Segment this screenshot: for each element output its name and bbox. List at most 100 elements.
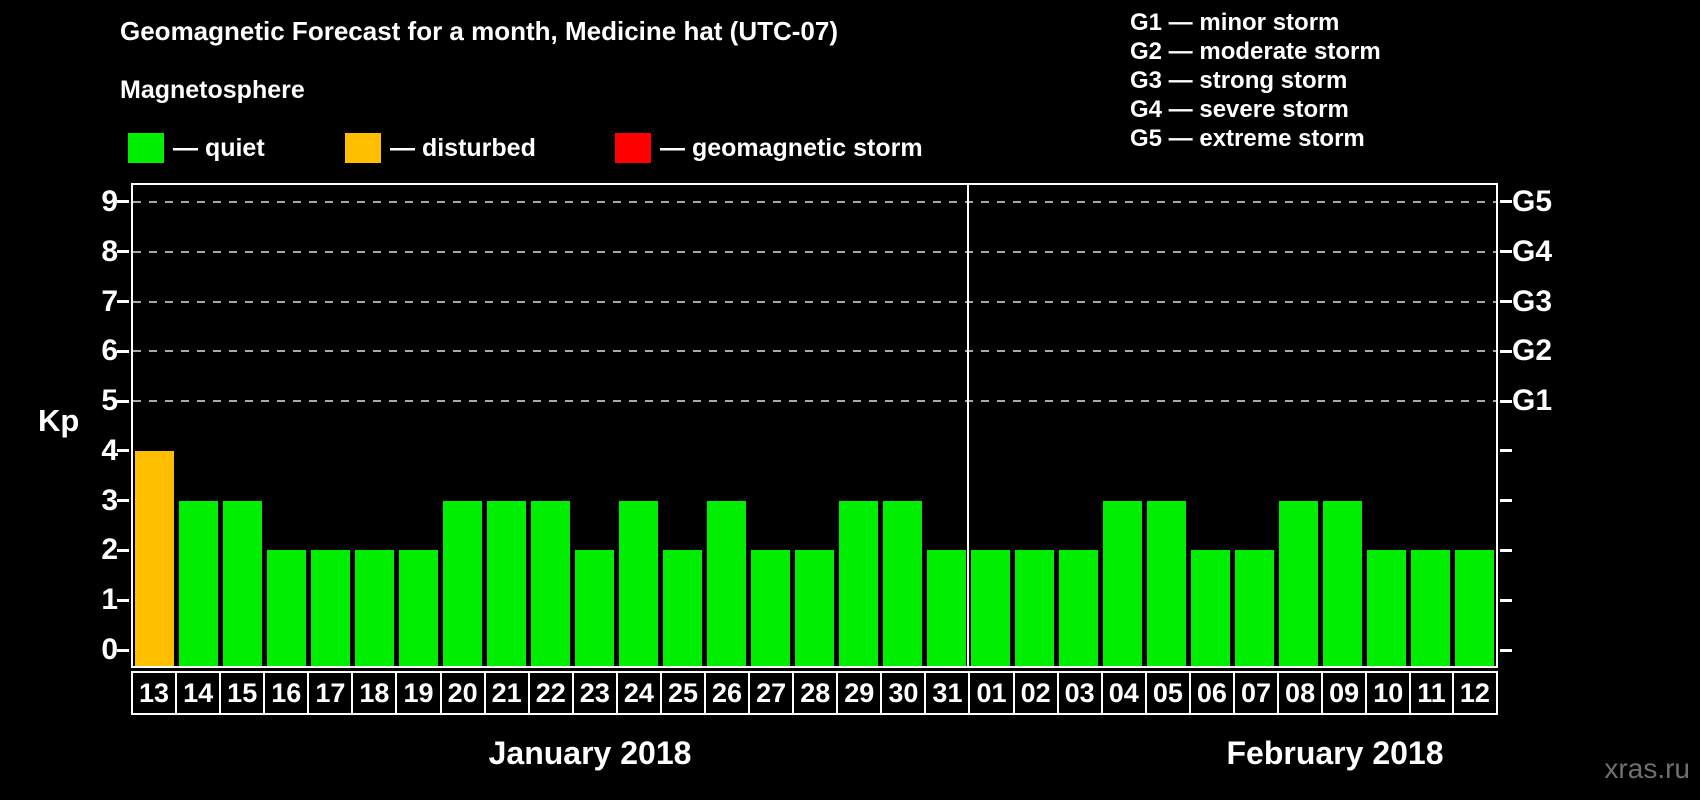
day-cell-29-january: 29 xyxy=(836,671,883,715)
kp-bar-day-01-february xyxy=(970,550,1010,666)
left-tick-kp-1 xyxy=(117,598,129,602)
day-cell-27-january: 27 xyxy=(748,671,795,715)
month-separator-line xyxy=(967,185,970,666)
day-cell-21-january: 21 xyxy=(483,671,530,715)
y-axis-label-4: 4 xyxy=(101,433,118,467)
day-cell-06-february: 06 xyxy=(1188,671,1235,715)
day-cell-05-february: 05 xyxy=(1144,671,1191,715)
day-cell-20-january: 20 xyxy=(439,671,486,715)
day-cell-13-january: 13 xyxy=(131,671,178,715)
gridline-kp-8 xyxy=(133,250,1496,253)
legend-item-disturbed: — disturbed xyxy=(345,133,536,163)
right-tick-kp-6 xyxy=(1500,349,1512,353)
y-axis-label-9: 9 xyxy=(101,184,118,218)
day-cell-30-january: 30 xyxy=(880,671,927,715)
kp-bar-day-09-february xyxy=(1322,500,1362,666)
legend-item-storm: — geomagnetic storm xyxy=(615,133,923,163)
right-tick-kp-3 xyxy=(1500,499,1512,503)
kp-bar-day-07-february xyxy=(1234,550,1274,666)
kp-bar-day-08-february xyxy=(1278,500,1318,666)
y-axis-label-3: 3 xyxy=(101,483,118,517)
kp-bar-day-14-january xyxy=(179,500,219,666)
kp-bar-day-15-january xyxy=(223,500,263,666)
right-tick-kp-9 xyxy=(1500,200,1512,204)
legend-label-storm: — geomagnetic storm xyxy=(660,134,923,162)
kp-bar-day-28-january xyxy=(795,550,834,666)
day-cell-09-february: 09 xyxy=(1321,671,1368,715)
day-cell-18-january: 18 xyxy=(351,671,398,715)
left-tick-kp-6 xyxy=(117,349,129,353)
kp-bar-day-13-january xyxy=(135,450,175,666)
day-cell-22-january: 22 xyxy=(527,671,574,715)
magnetosphere-label: Magnetosphere xyxy=(120,76,305,104)
kp-bar-day-16-january xyxy=(267,550,307,666)
g-legend-line-5: G5 — extreme storm xyxy=(1130,125,1365,152)
day-cell-08-february: 08 xyxy=(1277,671,1324,715)
day-cell-24-january: 24 xyxy=(615,671,662,715)
chart-title: Geomagnetic Forecast for a month, Medici… xyxy=(120,16,838,46)
day-cell-01-february: 01 xyxy=(968,671,1015,715)
kp-bar-day-18-january xyxy=(355,550,395,666)
kp-bar-day-22-january xyxy=(531,500,571,666)
xras-watermark: xras.ru xyxy=(1604,753,1690,784)
left-tick-kp-7 xyxy=(117,300,129,304)
left-tick-kp-9 xyxy=(117,200,129,204)
kp-bar-day-26-january xyxy=(707,500,747,666)
day-cell-04-february: 04 xyxy=(1100,671,1147,715)
g-scale-label-g2: G2 xyxy=(1512,334,1553,368)
g-scale-legend: G1 — minor storm G2 — moderate storm G3 — … xyxy=(1130,8,1381,153)
kp-bar-day-02-february xyxy=(1014,550,1054,666)
storm-color-swatch xyxy=(615,133,651,163)
y-axis-label-5: 5 xyxy=(101,384,118,418)
kp-bar-day-27-january xyxy=(751,550,791,666)
y-axis-title: Kp xyxy=(38,403,80,438)
kp-bar-day-17-january xyxy=(311,550,351,666)
day-cell-31-january: 31 xyxy=(924,671,971,715)
day-cell-14-january: 14 xyxy=(175,671,222,715)
y-axis-label-8: 8 xyxy=(101,234,118,268)
right-tick-kp-7 xyxy=(1500,300,1512,304)
day-cell-28-january: 28 xyxy=(792,671,839,715)
y-axis-label-7: 7 xyxy=(101,284,118,318)
kp-bar-day-11-february xyxy=(1410,550,1450,666)
quiet-color-swatch xyxy=(128,133,164,163)
kp-bar-day-25-january xyxy=(663,550,703,666)
kp-bar-day-24-january xyxy=(619,500,659,666)
g-legend-line-4: G4 — severe storm xyxy=(1130,96,1349,123)
day-cell-03-february: 03 xyxy=(1056,671,1103,715)
day-cell-26-january: 26 xyxy=(704,671,751,715)
legend-item-quiet: — quiet xyxy=(128,133,265,163)
kp-bar-day-05-february xyxy=(1146,500,1186,666)
right-tick-kp-4 xyxy=(1500,449,1512,453)
right-tick-kp-0 xyxy=(1500,648,1512,652)
kp-bar-day-30-january xyxy=(882,500,922,666)
day-cell-25-january: 25 xyxy=(659,671,707,715)
day-cell-12-february: 12 xyxy=(1451,671,1498,715)
left-tick-kp-2 xyxy=(117,548,129,552)
kp-bar-day-03-february xyxy=(1058,550,1098,666)
x-axis-day-labels: 13 14 15 16 17 18 19 20 21 22 23 24 25 26 27 28 29 30 31 01… xyxy=(131,671,1498,715)
y-axis-label-6: 6 xyxy=(101,334,118,368)
kp-bar-day-19-january xyxy=(399,550,439,666)
day-cell-19-january: 19 xyxy=(395,671,442,715)
month-label-february: February 2018 xyxy=(1226,735,1444,771)
day-cell-11-february: 11 xyxy=(1409,671,1454,715)
day-cell-23-january: 23 xyxy=(571,671,618,715)
kp-bar-day-29-january xyxy=(838,500,878,666)
month-label-january: January 2018 xyxy=(488,735,692,771)
kp-bar-day-23-january xyxy=(575,550,615,666)
g-legend-line-1: G1 — minor storm xyxy=(1130,9,1340,36)
kp-bar-day-06-february xyxy=(1190,550,1230,666)
g-scale-label-g4: G4 xyxy=(1512,234,1553,268)
right-tick-kp-2 xyxy=(1500,548,1512,552)
right-tick-kp-1 xyxy=(1500,598,1512,602)
kp-bar-day-04-february xyxy=(1102,500,1142,666)
right-tick-kp-8 xyxy=(1500,250,1512,254)
g-scale-label-g5: G5 xyxy=(1512,184,1553,218)
y-axis-label-1: 1 xyxy=(101,583,118,617)
day-cell-02-february: 02 xyxy=(1012,671,1059,715)
gridline-kp-7 xyxy=(133,300,1496,303)
g-legend-line-2: G2 — moderate storm xyxy=(1130,38,1381,65)
g-scale-label-g1: G1 xyxy=(1512,384,1553,418)
